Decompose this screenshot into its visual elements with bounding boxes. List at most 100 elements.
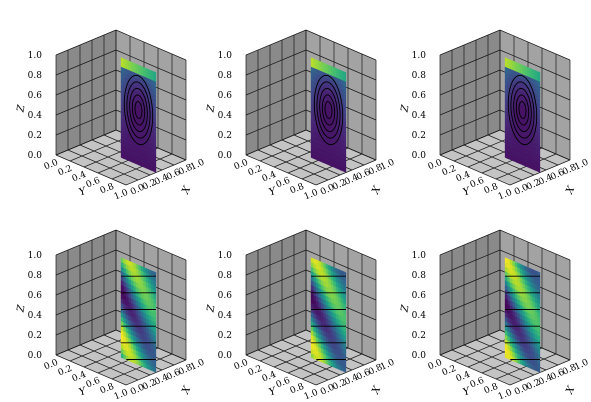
grid-line [439,129,501,156]
grid-line [245,309,307,336]
z-tick-label: 0.0 [28,151,43,161]
y-tick-label: 0.2 [247,164,264,179]
grid-line [55,49,117,76]
y-tick-label: 1.0 [303,388,320,402]
z-tick-label: 0.8 [28,71,43,81]
grid-line [453,335,515,362]
surface-cell [325,263,329,270]
grid-line [67,349,139,381]
x-axis-label: X [180,384,194,397]
grid-line [115,229,187,261]
panel-2-2: 0.00.20.40.60.81.00.00.20.40.60.81.0 0.00… [205,229,396,402]
surface-cell [532,69,536,76]
x-axis-label: X [564,384,578,397]
surface-cell [135,263,139,270]
surface-cell [507,58,511,65]
surface-slice [504,257,541,373]
surface-cell [509,259,513,266]
grid-line [55,29,117,56]
grid-line [499,249,571,281]
grid-line [79,344,151,376]
x-axis-label: X [180,184,194,197]
grid-line [55,249,117,276]
surface-cell [143,66,147,74]
left-pane [56,230,116,355]
z-tick-label: 0.6 [218,291,233,301]
z-tick-label: 0.6 [218,91,233,101]
grid-line [259,335,321,362]
surface-cell [338,269,342,276]
surface-cell [517,262,521,269]
grid-line [55,89,117,116]
grid-line [305,49,377,81]
surface-cell [340,70,344,77]
surface-cell [537,71,541,78]
y-axis-label: Y [268,385,279,398]
x-axis-label: X [370,184,384,197]
z-tick-label: 0.8 [218,71,233,81]
contour-line [510,81,535,139]
grid-line [439,29,501,56]
surface-cell [130,61,134,68]
surface-cell [130,261,134,268]
surface-cell [512,60,516,67]
grid-line [439,49,501,76]
grid-line [69,135,131,162]
surface-cell [133,62,137,69]
grid-line [245,154,317,186]
grid-line [55,69,117,96]
surface-cell [343,271,347,278]
contour-lines [311,275,346,360]
grid-line [439,109,501,136]
contour-line [515,94,530,126]
x-tick-label: 1.0 [189,157,206,172]
z-tick-label: 0.4 [218,311,233,321]
left-pane [246,30,306,155]
z-tick-label: 0.2 [218,331,232,341]
grid-line [451,149,523,181]
z-tick-label: 1.0 [218,251,233,261]
surface-cell [522,64,526,71]
z-tick-label: 1.0 [218,51,233,61]
surface-cell [524,265,528,272]
surface-cell [315,59,319,66]
z-tick-label: 1.0 [412,251,427,261]
surface-cell [310,257,314,264]
surface-cell [135,63,139,70]
z-tick-label: 0.8 [412,271,427,281]
contour-line [507,74,538,146]
grid-line [463,144,535,176]
surface-cell [313,58,317,65]
grid-line [499,49,571,81]
y-tick-label: 0.2 [247,364,264,379]
grid-line [439,249,501,276]
x-tick-label: 1.0 [573,357,590,372]
grid-line [55,154,127,186]
surface-cell [145,267,149,275]
z-axis-label: Z [205,103,217,114]
x-tick-label: 1.0 [379,157,396,172]
surface-cell [128,60,132,67]
surface-cell [333,266,337,274]
contour-line [324,101,333,119]
y-tick-label: 1.0 [303,188,320,203]
x-axis-label: X [370,384,384,397]
surface-cell [512,260,516,267]
grid-line [245,229,307,256]
surface-cell [318,60,322,67]
z-tick-label: 0.0 [412,351,427,361]
surface-cell [335,267,339,275]
grid-line [257,149,329,181]
surface-slice [120,257,157,373]
z-tick-label: 0.2 [412,331,426,341]
grid-line [55,329,117,356]
y-tick-label: 0.2 [441,164,458,179]
grid-line [55,129,117,156]
surface-cell [514,261,518,268]
surface-cell [323,62,327,69]
z-axis-label: Z [15,303,27,314]
grid-line [79,144,151,176]
left-pane [440,30,500,155]
z-tick-label: 1.0 [412,51,427,61]
surface-cell [148,69,152,76]
